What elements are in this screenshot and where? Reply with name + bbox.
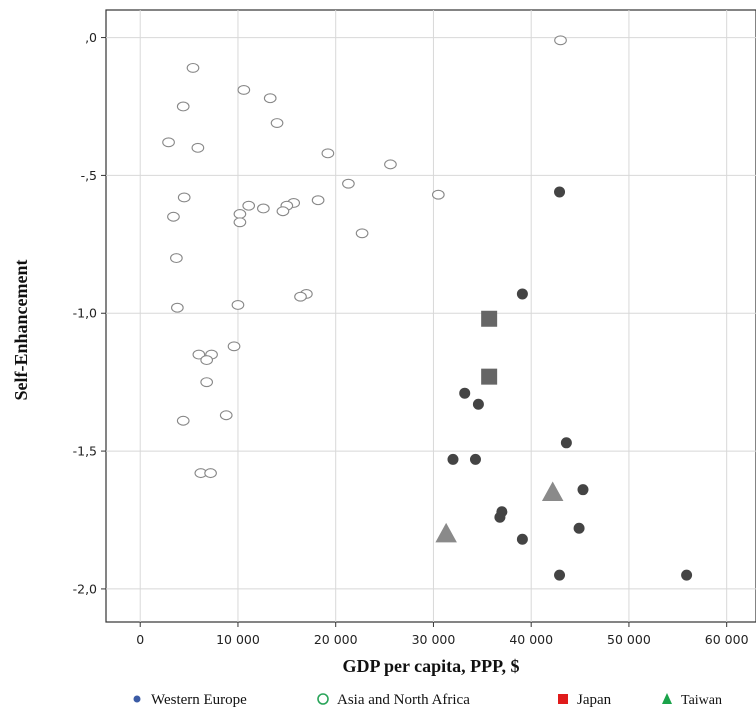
data-point xyxy=(681,569,693,581)
data-point xyxy=(170,253,183,264)
legend-marker xyxy=(558,694,568,704)
y-tick-label: -1,5 xyxy=(73,444,97,459)
data-point xyxy=(167,211,180,222)
data-point xyxy=(219,410,233,421)
data-point xyxy=(541,481,564,502)
data-point xyxy=(472,398,484,410)
data-point xyxy=(459,387,471,399)
data-point xyxy=(554,35,567,46)
data-point xyxy=(227,341,241,352)
data-point xyxy=(431,189,445,200)
y-tick-label: ,0 xyxy=(85,30,97,45)
data-point xyxy=(200,355,214,366)
data-point xyxy=(573,522,585,534)
series-japan xyxy=(481,310,498,385)
data-point xyxy=(355,228,369,239)
x-tick-label: 20 000 xyxy=(314,632,358,647)
y-axis-title: Self-Enhancement xyxy=(11,260,31,401)
data-point xyxy=(494,511,506,523)
y-tick-label: -2,0 xyxy=(73,581,97,596)
data-point xyxy=(481,368,498,385)
data-point xyxy=(204,468,217,479)
x-axis-title: GDP per capita, PPP, $ xyxy=(343,656,520,676)
data-point xyxy=(176,101,190,112)
data-point xyxy=(176,415,190,426)
x-tick-label: 0 xyxy=(136,632,144,647)
data-point xyxy=(311,195,325,206)
axis-ticks: 0 10 000 20 000 30 000 40 000 50 000 60 000 ,0 -… xyxy=(73,30,749,647)
y-tick-label: -,5 xyxy=(81,168,97,183)
x-tick-label: 60 000 xyxy=(705,632,749,647)
y-tick-label: -1,0 xyxy=(73,306,97,321)
data-point xyxy=(469,453,481,465)
data-point xyxy=(242,200,256,211)
data-point xyxy=(321,148,335,159)
data-point xyxy=(516,288,528,300)
legend-marker xyxy=(133,695,141,703)
legend-marker xyxy=(662,693,672,704)
data-point xyxy=(233,209,247,219)
legend-label: Asia and North Africa xyxy=(337,692,470,708)
x-tick-label: 10 000 xyxy=(216,632,260,647)
data-point xyxy=(171,302,184,313)
series-asia-and-north-africa xyxy=(162,35,567,479)
data-point xyxy=(233,217,247,228)
data-point xyxy=(481,310,498,327)
legend: Western Europe Asia and North Africa Japan… xyxy=(133,692,722,708)
data-point xyxy=(435,522,457,543)
legend-label: Japan xyxy=(577,692,612,708)
x-tick-label: 30 000 xyxy=(412,632,456,647)
x-tick-label: 40 000 xyxy=(509,632,553,647)
legend-label: Western Europe xyxy=(151,692,247,708)
data-point xyxy=(516,533,528,545)
data-point xyxy=(447,453,459,465)
data-point xyxy=(554,569,566,581)
data-point xyxy=(191,142,205,153)
legend-marker xyxy=(317,693,329,705)
data-point xyxy=(294,291,307,302)
data-points xyxy=(162,35,693,581)
data-point xyxy=(577,484,589,496)
data-point xyxy=(186,62,200,73)
data-point xyxy=(237,84,251,95)
series-western-europe xyxy=(447,186,693,581)
data-point xyxy=(231,300,245,310)
legend-label: Taiwan xyxy=(681,693,722,708)
data-point xyxy=(276,206,290,217)
data-point xyxy=(200,377,214,388)
data-point xyxy=(270,118,284,128)
data-point xyxy=(162,137,175,148)
data-point xyxy=(177,192,191,203)
data-point xyxy=(560,437,572,449)
series-taiwan xyxy=(435,481,564,543)
data-point xyxy=(257,203,270,214)
data-point xyxy=(384,159,397,170)
data-point xyxy=(342,178,355,189)
grid-lines xyxy=(106,10,756,622)
data-point xyxy=(263,93,277,104)
data-point xyxy=(554,186,566,198)
plot-area xyxy=(105,9,756,623)
x-tick-label: 50 000 xyxy=(607,632,651,647)
data-point xyxy=(192,349,206,360)
